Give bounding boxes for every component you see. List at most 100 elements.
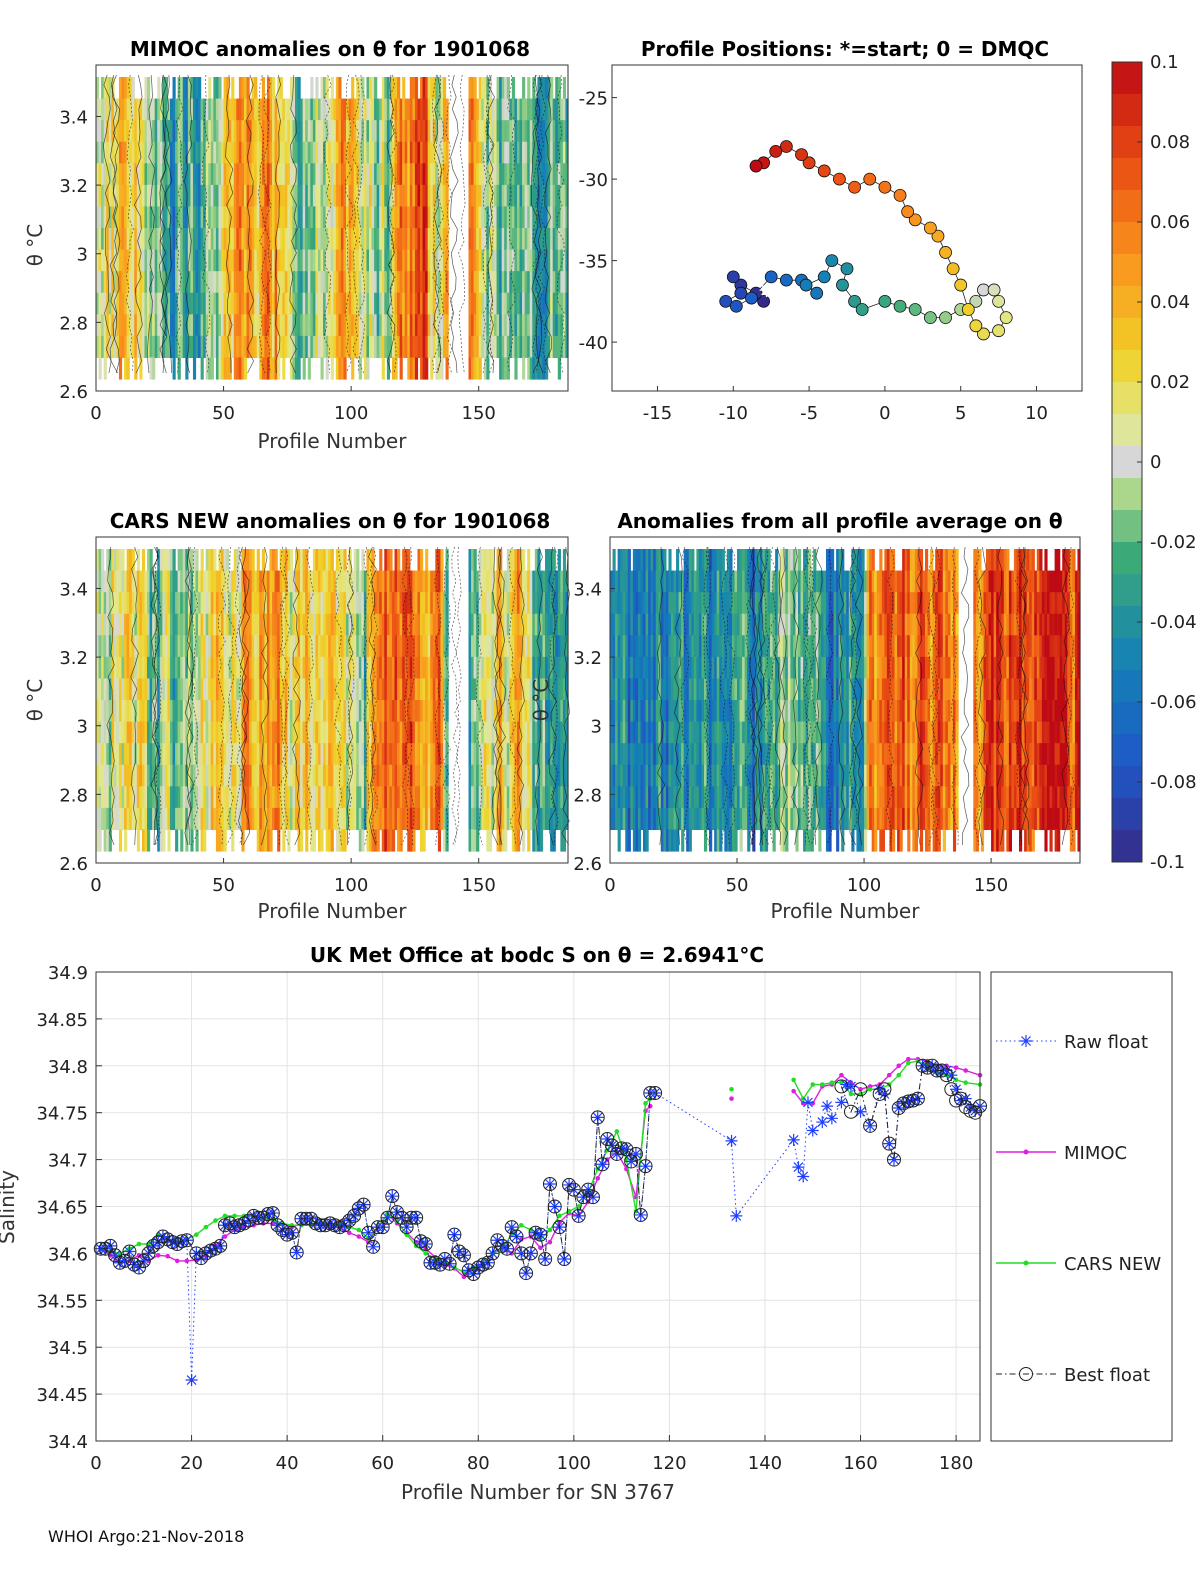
heatmap-cell: [545, 271, 549, 294]
heatmap-cell: [442, 271, 447, 294]
heatmap-cell: [254, 700, 258, 723]
heatmap-cell: [221, 678, 225, 701]
heatmap-cell: [167, 743, 171, 766]
heatmap-cell: [376, 635, 380, 658]
heatmap-cell: [562, 549, 567, 572]
heatmap-cell: [96, 721, 100, 744]
heatmap-cell: [96, 743, 100, 766]
heatmap-cell: [284, 721, 288, 744]
heatmap-cell: [506, 98, 510, 121]
heatmap-cell: [118, 163, 123, 186]
heatmap-cell: [272, 613, 276, 636]
heatmap-cell: [182, 700, 186, 723]
heatmap-cell: [279, 613, 283, 636]
heatmap-cell: [182, 228, 186, 251]
heatmap-cell: [402, 786, 406, 809]
heatmap-cell: [249, 807, 253, 831]
heatmap-cell: [509, 249, 513, 272]
heatmap-cell: [389, 635, 393, 658]
heatmap-cell: [473, 764, 477, 787]
heatmap-cell: [203, 120, 207, 143]
heatmap-cell: [238, 786, 243, 809]
heatmap-cell: [325, 206, 329, 229]
heatmap-cell: [358, 764, 362, 787]
heatmap-cell: [169, 721, 174, 744]
heatmap-cell: [417, 743, 421, 766]
heatmap-cell: [241, 807, 245, 831]
heatmap-cell: [118, 829, 123, 852]
heatmap-cell: [249, 206, 253, 229]
heatmap-cell: [435, 120, 439, 143]
heatmap-cell: [404, 163, 408, 186]
heatmap-cell: [545, 98, 549, 121]
heatmap-cell: [118, 613, 123, 636]
heatmap-cell: [136, 700, 140, 723]
heatmap-cell: [103, 271, 107, 294]
heatmap-cell: [499, 656, 503, 680]
heatmap-cell: [473, 743, 477, 766]
heatmap-cell: [363, 314, 368, 337]
heatmap-cell: [317, 228, 322, 251]
heatmap-cell: [417, 249, 421, 272]
heatmap-cell: [312, 786, 317, 809]
heatmap-cell: [269, 807, 273, 831]
heatmap-cell: [190, 656, 194, 680]
heatmap-cell: [445, 829, 449, 852]
heatmap-cell: [246, 120, 250, 143]
heatmap-cell: [203, 98, 207, 121]
heatmap-cell: [185, 141, 189, 164]
heatmap-cell: [295, 314, 299, 337]
heatmap-cell: [407, 592, 411, 615]
heatmap-cell: [340, 314, 345, 337]
heatmap-cell: [159, 829, 163, 852]
heatmap-cell: [537, 592, 541, 615]
contour-line: [550, 546, 559, 846]
heatmap-cell: [562, 314, 567, 337]
heatmap-cell: [522, 98, 526, 121]
heatmap-cell: [483, 184, 487, 208]
heatmap-cell: [534, 228, 538, 251]
heatmap-cell: [218, 249, 222, 272]
heatmap-cell: [534, 678, 538, 701]
heatmap-cell: [407, 743, 411, 766]
heatmap-cell: [164, 163, 169, 186]
heatmap-cell: [514, 335, 518, 359]
contour-line: [103, 74, 112, 374]
heatmap-cell: [118, 592, 123, 615]
heatmap-cell: [562, 141, 567, 164]
heatmap-cell: [185, 77, 189, 100]
contour-line: [289, 74, 298, 374]
heatmap-cell: [374, 829, 378, 852]
heatmap-cell: [172, 721, 176, 744]
heatmap-cell: [307, 678, 311, 701]
heatmap-cell: [289, 163, 294, 186]
heatmap-cell: [300, 700, 304, 723]
heatmap-cell: [185, 120, 189, 143]
heatmap-cell: [238, 120, 243, 143]
heatmap-cell: [111, 721, 115, 744]
heatmap-cell: [221, 184, 225, 208]
heatmap-cell: [231, 613, 235, 636]
heatmap-cell: [254, 335, 258, 359]
heatmap-cell: [175, 98, 179, 121]
heatmap-cell: [539, 184, 544, 208]
heatmap-cell: [537, 721, 541, 744]
heatmap-cell: [550, 613, 554, 636]
heatmap-cell: [468, 249, 472, 272]
heatmap-cell: [226, 570, 230, 593]
heatmap-cell: [361, 570, 365, 593]
heatmap-cell: [131, 764, 135, 787]
heatmap-cell: [542, 77, 546, 100]
heatmap-cell: [152, 721, 156, 744]
heatmap-cell: [302, 613, 306, 636]
heatmap-cell: [468, 635, 472, 658]
heatmap-cell: [159, 292, 163, 315]
heatmap-cell: [190, 271, 194, 294]
heatmap-cell: [374, 77, 378, 100]
heatmap-cell: [539, 570, 544, 593]
heatmap-cell: [210, 635, 214, 658]
heatmap-cell: [432, 786, 436, 809]
heatmap-cell: [215, 635, 220, 658]
heatmap-cell: [213, 549, 217, 572]
heatmap-cell: [103, 592, 107, 615]
